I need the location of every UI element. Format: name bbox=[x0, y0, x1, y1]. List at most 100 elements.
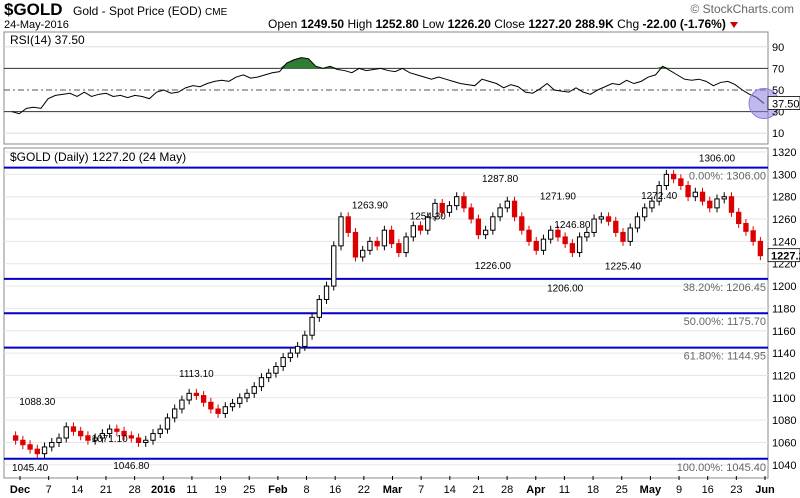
candle-body bbox=[417, 225, 424, 231]
candle-body bbox=[164, 417, 171, 430]
instrument-name: Gold - Spot Price (EOD) CME bbox=[73, 4, 227, 18]
rsi-tick-label: 10 bbox=[772, 128, 784, 140]
candle-body bbox=[287, 352, 294, 359]
date-tick-label: Feb bbox=[268, 484, 288, 496]
candle-body bbox=[20, 439, 26, 446]
candle-body bbox=[56, 437, 62, 443]
candle-body bbox=[200, 395, 207, 403]
date-tick-label: Jun bbox=[755, 484, 775, 496]
candle-body bbox=[634, 216, 641, 229]
candle-body bbox=[410, 225, 416, 238]
candle-body bbox=[251, 386, 257, 394]
brand-logo: © StockCharts.com bbox=[690, 2, 794, 16]
candle-body bbox=[663, 173, 670, 187]
price-annotation: 1272.40 bbox=[641, 191, 678, 202]
price-axis: 1320130012801260124012201200118011601140… bbox=[767, 147, 800, 472]
price-current-value: 1227.20 bbox=[771, 251, 800, 263]
rsi-panel-label: RSI(14) 37.50 bbox=[10, 33, 85, 47]
date-tick-label: 14 bbox=[71, 484, 83, 496]
high-label: High bbox=[347, 17, 373, 31]
price-annotation: 1046.80 bbox=[113, 461, 150, 472]
close-value: 1227.20 bbox=[528, 17, 572, 31]
candle-body bbox=[598, 216, 604, 220]
fib-label: 0.00%: 1306.00 bbox=[689, 171, 766, 183]
price-tick-label: 1320 bbox=[772, 147, 796, 159]
candle-body bbox=[388, 229, 395, 245]
candle-body bbox=[352, 231, 359, 258]
price-tick-label: 1060 bbox=[772, 437, 796, 449]
candle-body bbox=[381, 229, 388, 247]
date-tick-label: Apr bbox=[526, 484, 546, 496]
volume-value: 288.9K bbox=[575, 17, 614, 31]
candle-body bbox=[446, 205, 453, 213]
candle-body bbox=[208, 401, 214, 410]
candle-body bbox=[143, 439, 149, 443]
candle-body bbox=[605, 216, 612, 222]
candle-body bbox=[12, 435, 19, 441]
rsi-grid bbox=[4, 46, 768, 134]
candle-body bbox=[432, 202, 438, 218]
candle-body bbox=[569, 243, 576, 254]
candle-body bbox=[439, 202, 445, 213]
down-arrow-icon bbox=[729, 21, 738, 28]
candle-body bbox=[425, 216, 431, 231]
price-annotation: 1271.90 bbox=[540, 192, 577, 203]
candle-body bbox=[714, 198, 720, 209]
date-tick-label: 23 bbox=[730, 484, 742, 496]
date-tick-label: Mar bbox=[383, 484, 403, 496]
price-tick-label: 1200 bbox=[772, 281, 796, 293]
candle-body bbox=[562, 236, 568, 245]
chart-date: 24-May-2016 bbox=[4, 19, 69, 31]
close-label: Close bbox=[494, 17, 525, 31]
candle-body bbox=[685, 185, 691, 198]
date-tick-label: 9 bbox=[676, 484, 682, 496]
date-tick-label: 18 bbox=[587, 484, 599, 496]
rsi-overbought-fill bbox=[279, 57, 323, 69]
date-tick-label: 28 bbox=[128, 484, 140, 496]
candle-body bbox=[396, 243, 402, 254]
candle-body bbox=[692, 191, 698, 198]
date-tick-label: May bbox=[640, 484, 662, 496]
candle-body bbox=[309, 316, 315, 336]
price-tick-label: 1260 bbox=[772, 214, 796, 226]
date-tick-label: 19 bbox=[214, 484, 226, 496]
fib-label: 100.00%: 1045.40 bbox=[677, 462, 766, 474]
date-tick-label: 25 bbox=[243, 484, 255, 496]
open-label: Open bbox=[268, 17, 298, 31]
candle-body bbox=[186, 392, 192, 401]
candle-body bbox=[497, 207, 503, 218]
candle-body bbox=[338, 216, 344, 247]
candle-body bbox=[743, 223, 749, 232]
candle-body bbox=[114, 428, 120, 432]
candle-body bbox=[555, 229, 561, 238]
candle-body bbox=[620, 231, 626, 242]
candle-body bbox=[157, 428, 163, 435]
candle-body bbox=[374, 240, 380, 247]
candle-body bbox=[707, 200, 713, 209]
price-annotations: 1045.40 1046.80 1088.30 1071.10 1113.10 1263.… bbox=[12, 154, 736, 474]
price-tick-label: 1300 bbox=[772, 169, 796, 181]
fib-label: 38.20%: 1206.45 bbox=[683, 282, 766, 294]
price-annotation: 1206.00 bbox=[547, 283, 584, 294]
price-tick-label: 1080 bbox=[772, 415, 796, 427]
date-tick-label: 16 bbox=[702, 484, 714, 496]
date-tick-label: 25 bbox=[616, 484, 628, 496]
candle-body bbox=[150, 433, 156, 441]
candle-body bbox=[78, 430, 84, 437]
low-label: Low bbox=[422, 17, 445, 31]
price-annotation: 1287.80 bbox=[482, 174, 519, 185]
candle-body bbox=[128, 435, 134, 439]
candle-body bbox=[106, 428, 113, 435]
price-annotation: 1045.40 bbox=[12, 463, 49, 474]
chart-header: $GOLD Gold - Spot Price (EOD) CME 24-May… bbox=[0, 0, 800, 34]
candle-body bbox=[273, 366, 279, 374]
candle-body bbox=[172, 408, 178, 419]
candles bbox=[12, 169, 764, 459]
price-tick-label: 1140 bbox=[772, 348, 796, 360]
candle-body bbox=[360, 249, 366, 258]
candle-body bbox=[533, 240, 539, 251]
chg-label: Chg bbox=[617, 17, 640, 31]
candle-body bbox=[316, 298, 322, 318]
low-value: 1226.20 bbox=[447, 17, 491, 31]
